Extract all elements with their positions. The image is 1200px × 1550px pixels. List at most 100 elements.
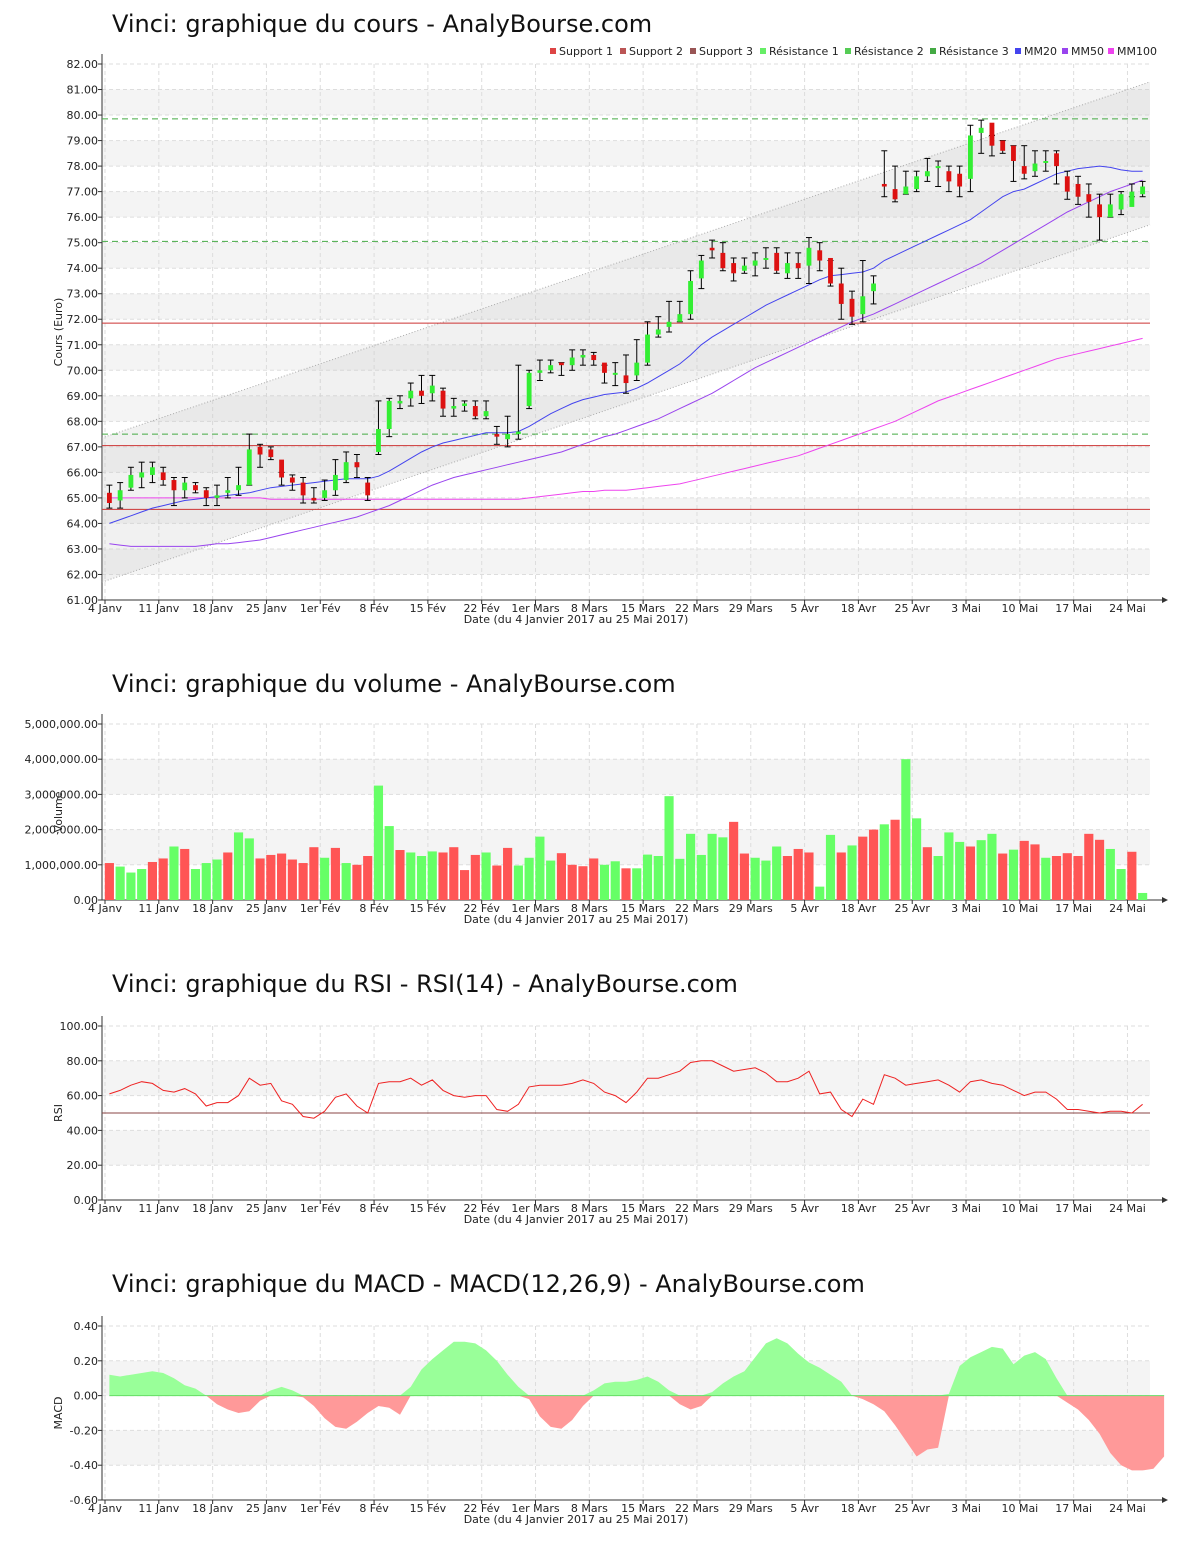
volume-bar [836,852,846,900]
x-tick-label: 8 Mars [571,1202,608,1215]
candle-body [117,490,123,501]
y-tick-label: 75.00 [67,237,99,250]
y-tick-label: -0.60 [70,1494,98,1507]
candle-body [311,497,317,501]
x-tick-label: 15 Fév [410,902,447,915]
macd-negative-area [109,1395,1165,1471]
y-tick-label: 5,000,000.00 [25,718,98,731]
x-tick-label: 8 Fév [359,602,389,615]
candle-body [602,362,607,373]
candle-body [828,257,833,284]
volume-bar [233,832,244,900]
legend-label: Résistance 2 [854,45,924,58]
y-tick-label: 20.00 [67,1159,99,1172]
volume-bar [309,847,319,900]
volume-bar [944,832,954,900]
legend-swatch [550,48,556,54]
x-tick-label: 1er Fév [300,1202,341,1215]
volume-bar [212,859,222,900]
volume-bar [1019,840,1029,900]
y-tick-label: 0.00 [74,894,99,907]
rsi-chart: 0.00 20.00 40.00 60.00 80.00 100.00 4 Janv 11 J… [52,1016,1168,1226]
candle-body [1129,191,1135,207]
y-tick-label: 76.00 [67,211,99,224]
candle-body [182,482,188,491]
legend-label: Support 2 [629,45,683,58]
mm50-line [109,179,1143,547]
volume-bar [1116,869,1126,900]
x-tick-label: 15 Fév [410,1202,447,1215]
volume-bar [1138,892,1148,900]
grid-band [102,759,1150,795]
volume-bar [320,857,330,900]
volume-bar [255,858,265,900]
candle-body [526,372,532,407]
candle-body [569,357,575,366]
volume-bar [589,858,599,900]
candle-body [322,490,328,498]
volume-bar [115,866,125,900]
candle-body [741,265,747,271]
candle-body [914,176,920,190]
candle-body [483,411,489,417]
trend-channel [102,81,1150,583]
candle-body [774,252,780,271]
volume-bar [373,785,384,900]
x-tick-label: 18 Janv [192,602,233,615]
volume-bar [1127,851,1137,900]
volume-bar [1094,839,1105,900]
x-tick-label: 4 Janv [88,902,122,915]
candle-body [505,434,511,440]
legend-swatch [930,48,936,54]
volume-bar [1084,833,1094,900]
candle-body [462,403,467,407]
y-tick-label: 79.00 [67,135,99,148]
candle-body [989,122,995,146]
candle-body [580,354,586,358]
y-tick-label: 0.20 [74,1355,99,1368]
candle-body [397,400,403,404]
y-tick-label: 40.00 [67,1124,99,1137]
volume-bar [922,847,932,900]
x-tick-label: 1er Mars [511,1502,560,1515]
y-tick-label: 4,000,000.00 [25,753,98,766]
x-tick-label: 25 Janv [246,1202,287,1215]
y-tick-label: 1,000,000.00 [25,859,98,872]
volume-bar [158,858,168,900]
x-tick-label: 10 Mai [1001,602,1038,615]
x-axis-arrow [1162,597,1168,603]
candle-body [752,260,758,266]
y-tick-label: -0.20 [70,1424,98,1437]
y-axis-label: Volume [52,791,65,832]
y-tick-label: 0.40 [74,1320,99,1333]
x-axis-arrow [1162,897,1168,903]
price-chart: Support 1 Support 2 Support 3 Résistance 1 R… [52,45,1168,626]
x-tick-label: 4 Janv [88,602,122,615]
price-chart-title: Vinci: graphique du cours - AnalyBourse.… [112,10,653,38]
legend-label: MM50 [1071,45,1104,58]
x-tick-label: 22 Mars [675,602,719,615]
candle-body [419,390,424,396]
volume-bar [686,833,696,900]
legend-label: Support 1 [559,45,613,58]
volume-bar [416,856,427,900]
grid-band [102,140,1150,167]
volume-bar [976,840,986,900]
candle-body [171,480,177,491]
volume-bar [492,865,502,900]
y-tick-label: 81.00 [67,84,99,97]
volume-bar [126,872,136,900]
volume-bar [395,850,405,900]
candle-body [193,485,198,491]
x-tick-label: 29 Mars [729,902,773,915]
volume-bar [104,863,114,900]
grid-band [102,191,1150,218]
volume-bar [481,852,491,900]
legend-swatch [1062,48,1068,54]
volume-bar [772,846,782,900]
legend-label: Résistance 1 [769,45,839,58]
x-tick-label: 11 Janv [138,902,179,915]
candle-body [720,252,726,269]
legend-label: MM20 [1024,45,1057,58]
x-tick-label: 18 Avr [841,1502,877,1515]
